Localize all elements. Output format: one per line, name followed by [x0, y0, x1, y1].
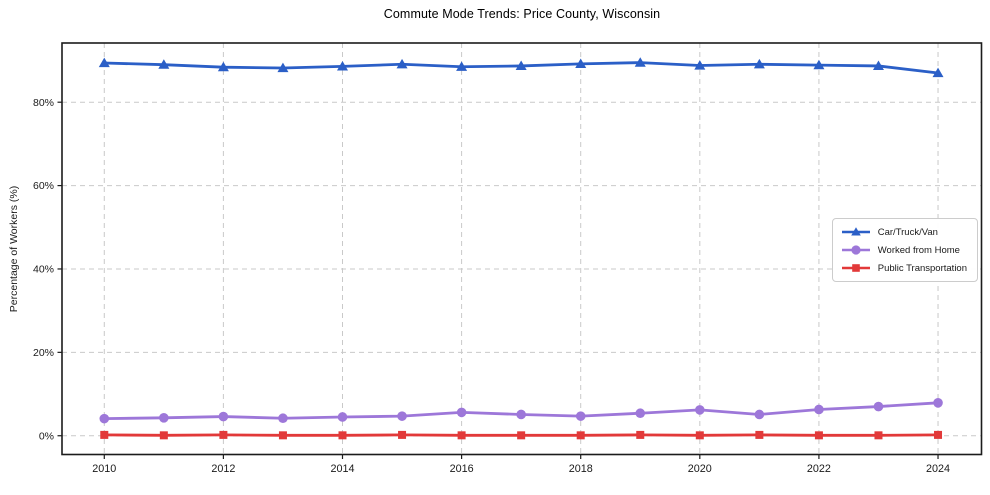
x-tick-label: 2020 — [688, 463, 712, 475]
data-point-public-transportation — [577, 431, 585, 439]
y-tick-label: 0% — [39, 430, 54, 442]
data-point-public-transportation — [696, 431, 704, 439]
y-tick-label: 60% — [33, 180, 54, 192]
legend-triangle-marker-icon — [841, 225, 871, 239]
data-point-worked-from-home — [516, 410, 526, 420]
y-tick-label: 20% — [33, 347, 54, 359]
data-point-public-transportation — [458, 431, 466, 439]
chart-title: Commute Mode Trends: Price County, Wisco… — [62, 7, 982, 21]
data-point-worked-from-home — [755, 410, 765, 420]
data-point-worked-from-home — [814, 405, 824, 415]
legend-label: Worked from Home — [878, 244, 960, 257]
legend-circle-marker-icon — [841, 243, 871, 257]
legend-item: Worked from Home — [841, 243, 967, 257]
data-point-public-transportation — [517, 431, 525, 439]
y-tick-label: 80% — [33, 97, 54, 109]
data-point-worked-from-home — [635, 408, 645, 418]
legend-item: Public Transportation — [841, 261, 967, 275]
x-tick-label: 2016 — [450, 463, 474, 475]
data-point-public-transportation — [755, 431, 763, 439]
data-point-worked-from-home — [338, 412, 348, 422]
legend-label: Public Transportation — [878, 262, 967, 275]
data-point-public-transportation — [636, 431, 644, 439]
data-point-worked-from-home — [278, 413, 288, 423]
data-point-public-transportation — [279, 431, 287, 439]
data-point-worked-from-home — [576, 411, 586, 421]
data-point-worked-from-home — [457, 408, 467, 418]
data-point-public-transportation — [160, 431, 168, 439]
data-point-public-transportation — [815, 431, 823, 439]
data-point-worked-from-home — [219, 412, 229, 422]
x-tick-label: 2014 — [330, 463, 354, 475]
data-point-worked-from-home — [695, 405, 705, 415]
legend-item: Car/Truck/Van — [841, 225, 967, 239]
data-point-public-transportation — [338, 431, 346, 439]
x-tick-label: 2012 — [211, 463, 235, 475]
data-point-public-transportation — [874, 431, 882, 439]
x-tick-label: 2024 — [926, 463, 950, 475]
y-axis-label: Percentage of Workers (%) — [8, 186, 20, 312]
data-point-public-transportation — [100, 431, 108, 439]
data-point-worked-from-home — [99, 414, 109, 424]
data-point-worked-from-home — [397, 411, 407, 421]
data-point-public-transportation — [219, 431, 227, 439]
x-tick-label: 2010 — [92, 463, 116, 475]
data-point-public-transportation — [398, 431, 406, 439]
data-point-worked-from-home — [159, 413, 169, 423]
legend-square-marker-icon — [841, 261, 871, 275]
y-tick-label: 40% — [33, 264, 54, 276]
x-tick-label: 2022 — [807, 463, 831, 475]
data-point-worked-from-home — [933, 398, 943, 408]
data-point-worked-from-home — [874, 402, 884, 412]
x-tick-label: 2018 — [569, 463, 593, 475]
legend: Car/Truck/Van Worked from Home Public Tran… — [832, 218, 978, 282]
data-point-public-transportation — [934, 431, 942, 439]
legend-label: Car/Truck/Van — [878, 226, 938, 239]
